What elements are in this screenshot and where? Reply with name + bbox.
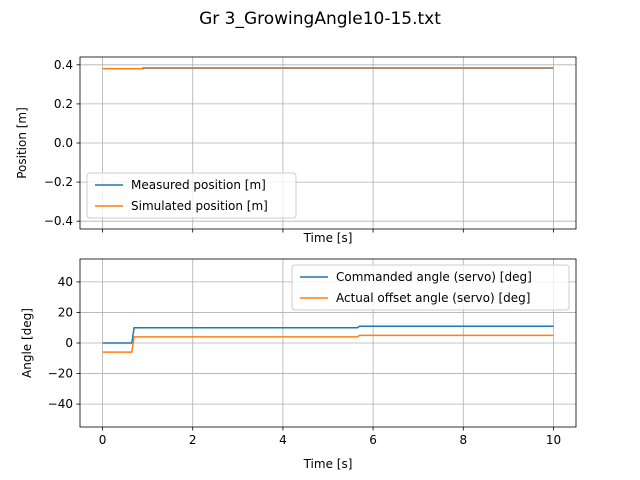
- x-tick-label: 6: [369, 433, 377, 447]
- y-tick-label: −0.2: [44, 175, 73, 189]
- legend-box: [86, 172, 297, 219]
- x-tick-label: 4: [279, 433, 287, 447]
- legend: Measured position [m] Simulated position …: [86, 172, 297, 219]
- figure-title: Gr 3_GrowingAngle10-15.txt: [199, 9, 441, 29]
- legend-box: [291, 264, 570, 311]
- series-line-1: [102, 325, 554, 344]
- x-axis-label: Time [s]: [303, 231, 353, 245]
- y-tick-label: −40: [48, 397, 73, 411]
- legend-entry-1: Commanded angle (servo) [deg]: [336, 270, 532, 284]
- x-tick-label: 10: [546, 433, 561, 447]
- y-tick-label: −0.4: [44, 214, 73, 228]
- y-tick-label: −20: [48, 367, 73, 381]
- legend-entry-1: Measured position [m]: [131, 178, 266, 192]
- legend-entry-2: Actual offset angle (servo) [deg]: [336, 291, 530, 305]
- x-tick-label: 8: [459, 433, 467, 447]
- y-tick-label: 40: [58, 275, 73, 289]
- series-line-2: [102, 67, 554, 70]
- legend: Commanded angle (servo) [deg] Actual offs…: [291, 264, 570, 311]
- x-axis-label: Time [s]: [303, 457, 353, 471]
- y-axis-label: Angle [deg]: [20, 308, 34, 378]
- y-tick-label: 0.4: [54, 58, 73, 72]
- angle-subplot: 0 2 4 6 8 10 −40 −20 0 20 40 Time [s] Angle [deg] Com…: [20, 258, 577, 471]
- y-tick-label: 20: [58, 305, 73, 319]
- x-tick-label: 0: [99, 433, 107, 447]
- x-tick-label: 2: [189, 433, 197, 447]
- y-tick-label: 0.0: [54, 136, 73, 150]
- series-line-2: [102, 334, 554, 353]
- y-tick-label: 0.2: [54, 97, 73, 111]
- y-axis-label: Position [m]: [15, 107, 29, 179]
- position-subplot: −0.4 −0.2 0.0 0.2 0.4 Time [s] Position [m] Mea…: [15, 56, 577, 245]
- y-tick-label: 0: [65, 336, 73, 350]
- legend-entry-2: Simulated position [m]: [131, 199, 268, 213]
